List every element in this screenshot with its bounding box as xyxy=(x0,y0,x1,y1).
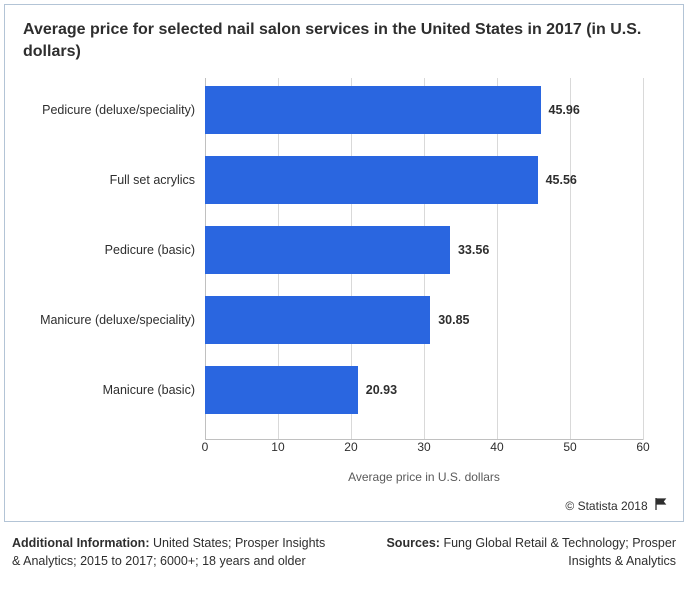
bar-value-label: 20.93 xyxy=(366,383,397,397)
bar-row: Full set acrylics45.56 xyxy=(205,156,643,204)
x-tick-label: 40 xyxy=(490,440,503,454)
chart-card: Average price for selected nail salon se… xyxy=(4,4,684,522)
bar-value-label: 30.85 xyxy=(438,313,469,327)
attribution-text: © Statista 2018 xyxy=(565,499,647,513)
flag-icon xyxy=(655,498,669,513)
bar-value-label: 45.96 xyxy=(549,103,580,117)
x-tick-label: 50 xyxy=(563,440,576,454)
chart-plot: Pedicure (deluxe/speciality)45.96Full se… xyxy=(5,68,673,498)
bar-row: Manicure (basic)20.93 xyxy=(205,366,643,414)
category-label: Pedicure (basic) xyxy=(105,243,195,257)
x-tick-label: 0 xyxy=(202,440,209,454)
footer-right: Sources: Fung Global Retail & Technology… xyxy=(354,534,676,570)
bar-value-label: 45.56 xyxy=(546,173,577,187)
footer-right-label: Sources: xyxy=(386,536,440,550)
category-label: Full set acrylics xyxy=(110,173,195,187)
footer-right-text: Fung Global Retail & Technology; Prosper… xyxy=(443,536,676,568)
x-tick-label: 60 xyxy=(636,440,649,454)
footer-left-label: Additional Information: xyxy=(12,536,149,550)
chart-container: Pedicure (deluxe/speciality)45.96Full se… xyxy=(5,68,683,498)
footer: Additional Information: United States; P… xyxy=(0,526,688,584)
x-tick-label: 20 xyxy=(344,440,357,454)
attribution-line: © Statista 2018 xyxy=(5,498,683,521)
bar xyxy=(205,366,358,414)
chart-title: Average price for selected nail salon se… xyxy=(5,5,683,68)
grid-line xyxy=(643,78,644,440)
bar-row: Pedicure (basic)33.56 xyxy=(205,226,643,274)
bar xyxy=(205,156,538,204)
bar xyxy=(205,296,430,344)
bar-row: Pedicure (deluxe/speciality)45.96 xyxy=(205,86,643,134)
x-axis-label: Average price in U.S. dollars xyxy=(205,470,643,484)
x-tick-label: 30 xyxy=(417,440,430,454)
bar-value-label: 33.56 xyxy=(458,243,489,257)
category-label: Manicure (basic) xyxy=(103,383,195,397)
category-label: Pedicure (deluxe/speciality) xyxy=(42,103,195,117)
footer-left: Additional Information: United States; P… xyxy=(12,534,334,570)
bar xyxy=(205,226,450,274)
plot-area: Pedicure (deluxe/speciality)45.96 Full se… xyxy=(205,78,643,440)
x-tick-label: 10 xyxy=(271,440,284,454)
x-axis-ticks: 0102030405060 xyxy=(205,440,643,458)
bar xyxy=(205,86,541,134)
bar-row: Manicure (deluxe/speciality)30.85 xyxy=(205,296,643,344)
category-label: Manicure (deluxe/speciality) xyxy=(40,313,195,327)
